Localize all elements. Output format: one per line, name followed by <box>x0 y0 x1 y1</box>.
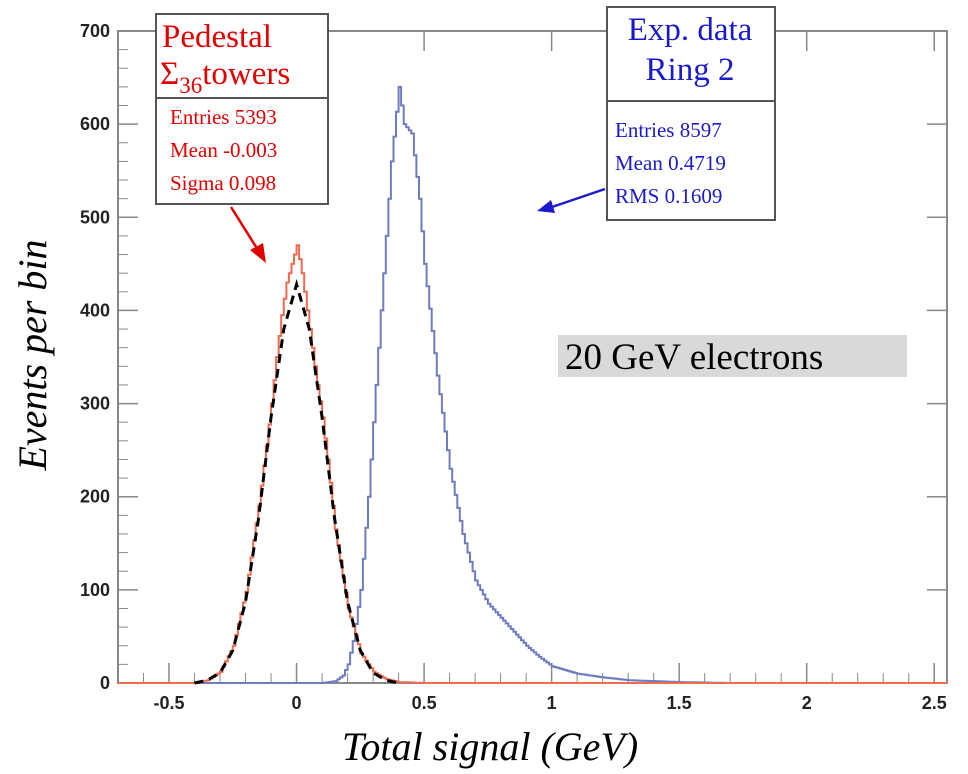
y-tick-label: 400 <box>80 300 110 320</box>
pedestal-sigma: Sigma 0.098 <box>170 171 276 195</box>
series-layer <box>118 85 947 685</box>
x-tick-label: 1 <box>547 693 557 713</box>
y-tick-label: 700 <box>80 21 110 41</box>
y-tick-label: 500 <box>80 207 110 227</box>
expdata-rms: RMS 0.1609 <box>615 184 722 208</box>
pedestal-stats-box: Pedestal Σ36towers Entries 5393 Mean -0.… <box>155 13 329 205</box>
expdata-title-line1: Exp. data <box>628 12 753 48</box>
x-tick-label: 1.5 <box>667 693 692 713</box>
y-tick-label: 300 <box>80 394 110 414</box>
pedestal-sigma-symbol: Σ <box>160 56 179 92</box>
fit-curve <box>194 278 399 685</box>
pedestal-sigma-subscript: 36 <box>179 73 202 98</box>
pedestal-mean: Mean -0.003 <box>170 138 277 162</box>
x-tick-label: 0 <box>292 693 302 713</box>
y-tick-label: 600 <box>80 114 110 134</box>
energy-annotation: 20 GeV electrons <box>558 335 907 378</box>
energy-annotation-text: 20 GeV electrons <box>565 337 823 378</box>
y-tick-labels: 0 100 200 300 400 500 600 700 <box>80 21 110 693</box>
expdata-stats-box: Exp. data Ring 2 Entries 8597 Mean 0.471… <box>606 6 776 221</box>
pedestal-arrow <box>229 206 266 263</box>
pedestal-towers-word: towers <box>202 56 290 92</box>
x-tick-label: 0.5 <box>412 693 437 713</box>
x-tick-labels: -0.5 0 0.5 1 1.5 2 2.5 <box>153 693 946 713</box>
expdata-arrow <box>537 187 606 213</box>
y-tick-label: 200 <box>80 487 110 507</box>
pedestal-histogram <box>118 244 947 684</box>
x-tick-label: -0.5 <box>153 693 184 713</box>
pedestal-title: Pedestal <box>162 19 272 55</box>
y-axis-title: Events per bin <box>10 239 55 471</box>
expdata-entries: Entries 8597 <box>615 118 722 142</box>
pedestal-entries: Entries 5393 <box>170 105 277 129</box>
expdata-mean: Mean 0.4719 <box>615 151 726 175</box>
x-axis-title: Total signal (GeV) <box>342 724 638 769</box>
y-tick-label: 0 <box>100 673 110 693</box>
pedestal-subtitle: Σ36towers <box>160 56 290 98</box>
x-tick-label: 2 <box>802 693 812 713</box>
y-tick-label: 100 <box>80 580 110 600</box>
x-tick-label: 2.5 <box>922 693 947 713</box>
expdata-title-line2: Ring 2 <box>646 52 735 88</box>
